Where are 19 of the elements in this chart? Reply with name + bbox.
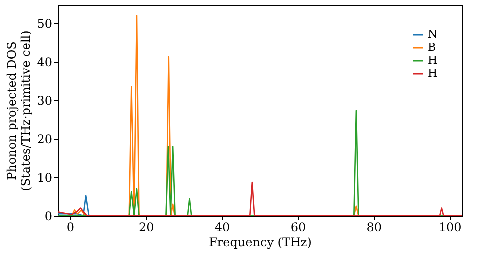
line-series: [58, 182, 462, 216]
x-tick-label: 80: [366, 220, 382, 234]
y-tick-label: 10: [37, 170, 52, 185]
legend-label: H: [428, 67, 438, 80]
y-tick-label: 20: [37, 132, 52, 146]
y-tick-label: 0: [44, 210, 52, 224]
x-tick-label: 100: [438, 220, 462, 234]
x-tick-label: 20: [138, 220, 154, 234]
y-tick-label: 30: [37, 94, 52, 108]
x-axis-title: Frequency (THz): [209, 236, 312, 250]
y-tick-label: 50: [37, 16, 52, 31]
legend-label: H: [428, 54, 438, 67]
y-axis-title: Phonon projected DOS (States/THz·primitive cell): [5, 30, 34, 192]
x-tick-label: 0: [66, 220, 74, 234]
legend-label: N: [428, 28, 438, 41]
y-tick-label: 40: [37, 55, 52, 70]
x-tick-label: 60: [290, 220, 306, 234]
legend-label: B: [428, 41, 436, 54]
x-tick-label: 40: [214, 220, 230, 234]
